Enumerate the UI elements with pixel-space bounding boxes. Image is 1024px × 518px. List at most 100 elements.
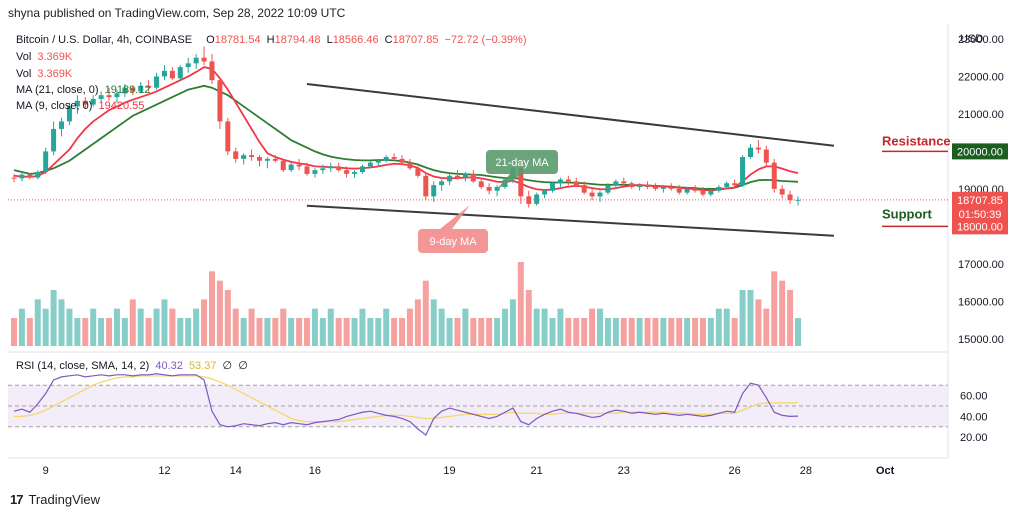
- volume-bar: [121, 318, 128, 346]
- candle: [66, 102, 72, 126]
- candle-body: [114, 93, 120, 98]
- candle-body: [581, 185, 587, 193]
- volume-bar: [636, 318, 643, 346]
- channel-upper-line: [306, 82, 835, 147]
- price-tick-label: 17000.00: [958, 259, 1004, 271]
- volume-bar: [224, 290, 231, 346]
- rsi-tick-label: 60.00: [960, 391, 988, 403]
- volume-bar: [684, 318, 691, 346]
- candle: [328, 162, 334, 173]
- tradingview-logo[interactable]: 17 TradingView: [10, 492, 100, 507]
- candle: [35, 170, 41, 180]
- candle: [225, 117, 231, 156]
- volume-bar: [699, 318, 706, 346]
- candle-body: [795, 199, 801, 201]
- candle-body: [367, 162, 373, 167]
- volume-bar: [406, 308, 413, 346]
- support-label: Support: [882, 206, 932, 221]
- volume-bar: [501, 308, 508, 346]
- volume-bar: [208, 271, 215, 346]
- price-tick-label: 15000.00: [958, 334, 1004, 346]
- volume-bar: [771, 271, 778, 346]
- candle: [154, 72, 160, 90]
- channel-lower-line: [306, 204, 834, 237]
- volume-bar: [240, 318, 247, 346]
- time-tick-label: 19: [443, 465, 455, 477]
- time-tick-label: 21: [531, 465, 543, 477]
- candle-body: [779, 188, 785, 195]
- candle-body: [565, 179, 571, 182]
- candle-body: [787, 194, 793, 201]
- candle: [201, 46, 207, 66]
- volume-bar: [50, 290, 57, 346]
- candle: [209, 53, 215, 84]
- volume-bar: [462, 308, 469, 346]
- candle: [605, 183, 611, 195]
- candle-body: [336, 166, 342, 171]
- rsi-panel: [8, 373, 948, 437]
- candle-body: [391, 157, 397, 159]
- candle: [597, 190, 603, 202]
- candle-body: [573, 181, 579, 186]
- volume-bar: [541, 308, 548, 346]
- volume-bar: [216, 280, 223, 346]
- candle-body: [454, 175, 460, 178]
- candle-body: [652, 187, 658, 189]
- price-tick-label: 23000.00: [958, 34, 1004, 46]
- ma9-callout-text: 9-day MA: [429, 236, 477, 248]
- candle: [700, 187, 706, 197]
- ma9-callout-pointer: [440, 205, 470, 229]
- candle: [431, 181, 437, 202]
- candle: [19, 172, 25, 182]
- volume-bar: [557, 308, 564, 346]
- candle: [787, 190, 793, 204]
- legend-ma9: 19420.55: [98, 100, 145, 112]
- candle: [645, 181, 651, 189]
- candle: [161, 65, 167, 81]
- candle-body: [177, 67, 183, 79]
- volume-bar: [597, 308, 604, 346]
- candle-body: [486, 187, 492, 191]
- candle-body: [447, 175, 453, 182]
- volume-bar: [311, 308, 318, 346]
- moving-averages: [13, 66, 799, 192]
- annotations: 21-day MA 9-day MA Resistance Support: [8, 133, 951, 253]
- volume-bar: [581, 318, 588, 346]
- volume-bar: [304, 318, 311, 346]
- axes: USD23000.0022000.0021000.0020000.0019000…: [43, 33, 1008, 477]
- candle-body: [233, 151, 239, 159]
- rsi-sma-line: [14, 375, 799, 423]
- candle-body: [154, 76, 160, 88]
- legend-rsi: 40.32: [155, 360, 183, 372]
- legend-symbol-row: Bitcoin / U.S. Dollar, 4h, COINBASE O187…: [16, 34, 530, 46]
- legend-vol2-label: Vol: [16, 68, 32, 80]
- candle-body: [732, 183, 738, 186]
- candle: [629, 181, 635, 189]
- candle-body: [122, 87, 128, 94]
- volume-bar: [137, 308, 144, 346]
- legend-low-label: L: [326, 34, 333, 46]
- candle-body: [27, 174, 33, 178]
- candle-body: [256, 157, 262, 161]
- ma21-callout-box: [486, 150, 558, 174]
- candle-body: [106, 95, 112, 98]
- price-channel: [306, 82, 835, 237]
- candle-body: [637, 185, 643, 187]
- volume-bar: [573, 318, 580, 346]
- candle-body: [90, 98, 96, 105]
- volume-bar: [82, 318, 89, 346]
- candle: [660, 185, 666, 193]
- volume-bar: [715, 308, 722, 346]
- volume-bar: [660, 318, 667, 346]
- candle: [344, 166, 350, 178]
- candle-body: [82, 100, 88, 105]
- legend-rsi-row: RSI (14, close, SMA, 14, 2) 40.32 53.37 …: [16, 359, 251, 372]
- volume-bar: [272, 318, 279, 346]
- volume-bar: [533, 308, 540, 346]
- legend-close-label: C: [384, 34, 393, 46]
- volume-bar: [565, 318, 572, 346]
- candle-body: [557, 179, 563, 184]
- candle: [668, 183, 674, 191]
- candle-body: [209, 61, 215, 81]
